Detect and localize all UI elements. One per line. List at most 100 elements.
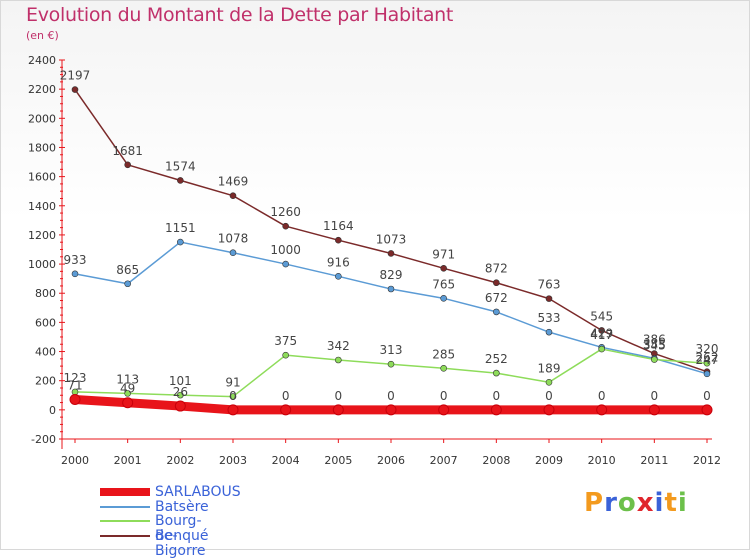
data-point [598,345,605,353]
data-label: 252 [485,352,508,366]
y-tick-label: 1800 [28,141,56,154]
y-tick-label: 400 [35,346,56,359]
y-tick-label: -200 [31,433,56,446]
data-label: 342 [327,339,350,353]
data-label: 313 [380,343,403,357]
y-tick-label: 1600 [28,171,56,184]
legend-swatch [100,505,150,508]
data-label: 0 [387,389,395,403]
data-point [335,273,342,280]
data-point [651,356,658,363]
x-tick-label: 2004 [272,454,300,467]
logo-letter: i [654,488,665,518]
legend-swatch [100,534,150,537]
data-label: 1000 [270,243,301,257]
y-tick-label: 2000 [28,112,56,125]
data-label: 113 [116,372,139,386]
data-point [124,161,131,169]
data-label: 189 [538,361,561,375]
data-point [387,360,395,368]
data-label: 285 [432,347,455,361]
chart-unit: (en €) [26,29,59,42]
data-label: 0 [598,389,606,403]
logo-letter: o [617,488,637,518]
data-point [543,404,555,416]
data-label: 0 [651,389,659,403]
x-tick-label: 2007 [430,454,458,467]
data-label: 91 [225,376,240,390]
legend-label: SARLABOUS [155,484,241,500]
data-label: 872 [485,262,508,276]
data-label: 71 [67,378,82,392]
data-label: 545 [590,309,613,323]
data-point [545,328,553,336]
data-point [703,370,711,378]
data-label: 0 [282,389,290,403]
data-point [69,393,81,405]
data-point [385,404,397,416]
data-point [493,369,500,377]
data-label: 1574 [165,159,196,173]
data-point [177,391,184,399]
data-point [282,222,289,230]
data-point [229,192,237,200]
data-label: 0 [229,389,237,403]
data-point [229,393,237,400]
data-point [545,295,553,302]
data-point [332,404,344,416]
data-label: 0 [493,389,501,403]
data-label: 1681 [112,144,143,158]
data-label: 0 [440,389,448,403]
data-point [387,285,395,293]
data-label: 765 [432,277,455,291]
data-point [280,404,292,416]
data-label: 672 [485,291,508,305]
data-point [71,86,79,93]
data-label: 533 [538,311,561,325]
y-tick-label: 2200 [28,83,56,96]
x-tick-label: 2012 [693,454,721,467]
data-label: 916 [327,255,350,269]
data-label: 123 [64,371,87,385]
proxiti-logo: Proxiti [584,488,688,518]
data-point [493,308,500,316]
data-point [177,238,184,246]
data-label: 345 [643,339,666,353]
data-label: 26 [173,385,188,399]
data-point [440,295,447,302]
x-tick-label: 2009 [535,454,563,467]
data-point [282,260,289,268]
data-label: 386 [643,333,666,347]
data-label: 1151 [165,221,196,235]
x-tick-label: 2000 [61,454,89,467]
chart-title: Evolution du Montant de la Dette par Hab… [26,4,454,26]
data-point [440,365,447,372]
data-point [174,400,186,412]
data-label: 1469 [218,175,249,189]
x-tick-label: 2005 [324,454,352,467]
x-tick-label: 2006 [377,454,405,467]
legend-label: Benqué [155,527,209,544]
data-label: 865 [116,263,139,277]
y-tick-label: 800 [35,287,56,300]
data-point [545,378,553,386]
data-point [229,249,237,257]
data-point [282,351,289,359]
data-point [596,404,608,416]
legend-label: Batsère [155,498,209,515]
x-tick-label: 2008 [482,454,510,467]
x-tick-label: 2003 [219,454,247,467]
data-label: 2197 [60,69,91,83]
data-label: 417 [590,328,613,342]
data-label: 763 [538,278,561,292]
data-point [703,359,711,367]
data-label: 262 [696,351,719,365]
data-label: 429 [590,326,613,340]
data-point [493,279,500,287]
data-point [440,265,447,272]
data-point [648,404,660,416]
y-tick-label: 200 [35,375,56,388]
logo-letter: i [677,488,688,518]
logo-letter: x [636,488,655,518]
